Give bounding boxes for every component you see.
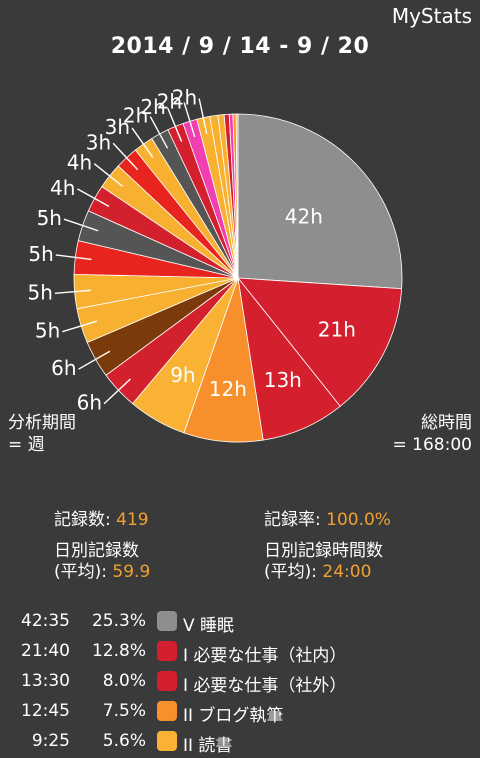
- slice-label: 5h: [35, 319, 60, 343]
- slice-label: 3h: [86, 130, 111, 154]
- pie-slice[interactable]: [237, 113, 403, 290]
- legend-percent: 7.5%: [102, 701, 146, 721]
- total-time-label: 総時間: [421, 413, 472, 433]
- legend-percent: 5.6%: [102, 731, 146, 751]
- leader-line: [93, 163, 123, 187]
- daily-hours-value: 24:00: [322, 562, 372, 582]
- leader-line: [112, 142, 139, 171]
- leader-line: [131, 127, 154, 158]
- slice-label: 5h: [37, 206, 62, 230]
- slice-label: 2h: [140, 95, 165, 119]
- legend-color-swatch: [157, 701, 177, 721]
- pie-chart: 42h 21h 13h 12h 9h 6h 6h 5h 5h 5h 5h 4h 4h 3h 3h 2h 2h 2h…: [28, 85, 403, 443]
- pie-svg: 42h21h13h12h9h6h6h5h5h5h5h4h4h3h3h2h2h2h…: [28, 85, 403, 443]
- leader-line: [183, 102, 196, 138]
- total-time-value: = 168:00: [392, 435, 472, 455]
- daily-records-value: 59.9: [112, 562, 151, 582]
- legend-time: 12:45: [21, 701, 70, 721]
- leader-line: [103, 378, 131, 405]
- legend-category: II 読書: [183, 736, 233, 756]
- leader-line: [62, 320, 98, 333]
- leader-line: [167, 107, 183, 142]
- records-stat: 記録数: 419: [54, 510, 149, 531]
- leader-line: [149, 116, 169, 149]
- slice-label: 5h: [28, 280, 53, 304]
- legend-row[interactable]: 13:30 8.0% I 必要な仕事（社外）: [0, 668, 480, 698]
- period-title: 2014 / 9 / 14 - 9 / 20: [110, 34, 370, 59]
- records-value: 419: [116, 510, 149, 530]
- records-label: 記録数:: [54, 510, 111, 530]
- daily-records-label: 日別記録数: [54, 541, 139, 561]
- legend-percent: 8.0%: [102, 671, 146, 691]
- legend-color-swatch: [157, 671, 177, 691]
- slice-label: 13h: [264, 368, 302, 392]
- slice-label: 6h: [77, 391, 102, 415]
- pie-slice[interactable]: [237, 277, 403, 407]
- legend-time: 42:35: [21, 611, 70, 631]
- legend-time: 9:25: [31, 731, 70, 751]
- legend-color-swatch: [157, 611, 177, 631]
- legend-row[interactable]: 12:45 7.5% II ブログ執筆: [0, 698, 480, 728]
- slice-label: 12h: [209, 377, 247, 401]
- leader-line: [198, 98, 208, 134]
- analysis-period[interactable]: 分析期間 = 週: [8, 412, 76, 456]
- legend-category: I 必要な仕事（社内）: [183, 646, 347, 666]
- rate-label: 記録率:: [264, 510, 321, 530]
- legend-color-swatch: [157, 641, 177, 661]
- slice-label: 3h: [105, 115, 130, 139]
- legend-category: II ブログ執筆: [183, 706, 284, 726]
- legend-category: V 睡眠: [183, 616, 235, 636]
- legend-percent: 25.3%: [91, 611, 146, 631]
- daily-hours-label: 日別記録時間数: [264, 541, 383, 561]
- slice-label: 2h: [172, 85, 197, 109]
- slice-label: 2h: [157, 89, 182, 113]
- slice-label: 42h: [285, 204, 323, 228]
- legend-percent: 12.8%: [91, 641, 146, 661]
- daily-records-stat: 日別記録数 (平均): 59.9: [54, 541, 150, 583]
- slice-label: 4h: [50, 176, 75, 200]
- leader-line: [63, 218, 99, 232]
- legend-category: I 必要な仕事（社外）: [183, 676, 347, 696]
- analysis-period-label: 分析期間: [8, 413, 76, 433]
- legend-time: 21:40: [21, 641, 70, 661]
- legend-row[interactable]: 42:35 25.3% V 睡眠: [0, 608, 480, 638]
- slice-label: 5h: [28, 242, 53, 266]
- legend-list: 42:35 25.3% V 睡眠 21:40 12.8% I 必要な仕事（社内）…: [0, 608, 480, 758]
- total-time: 総時間 = 168:00: [393, 412, 472, 456]
- leader-line: [54, 289, 91, 294]
- slice-label: 2h: [123, 104, 148, 128]
- leader-line: [55, 254, 92, 261]
- rate-stat: 記録率: 100.0%: [264, 510, 391, 531]
- legend-row[interactable]: 21:40 12.8% I 必要な仕事（社内）: [0, 638, 480, 668]
- leader-line: [78, 350, 111, 370]
- legend-row[interactable]: 9:25 5.6% II 読書: [0, 728, 480, 758]
- pie-slice[interactable]: [235, 113, 239, 279]
- daily-hours-avg-label: (平均):: [264, 562, 317, 582]
- legend-time: 13:30: [21, 671, 70, 691]
- legend-color-swatch: [157, 731, 177, 751]
- app-title: MyStats: [391, 4, 472, 28]
- daily-hours-stat: 日別記録時間数 (平均): 24:00: [264, 541, 383, 583]
- slice-label: 4h: [67, 151, 92, 175]
- slice-label: 6h: [51, 356, 76, 380]
- leader-line: [77, 188, 110, 208]
- slice-label: 9h: [170, 363, 195, 387]
- rate-value: 100.0%: [326, 510, 391, 530]
- daily-records-avg-label: (平均):: [54, 562, 107, 582]
- analysis-period-value: = 週: [8, 435, 45, 455]
- slice-label: 21h: [318, 318, 356, 342]
